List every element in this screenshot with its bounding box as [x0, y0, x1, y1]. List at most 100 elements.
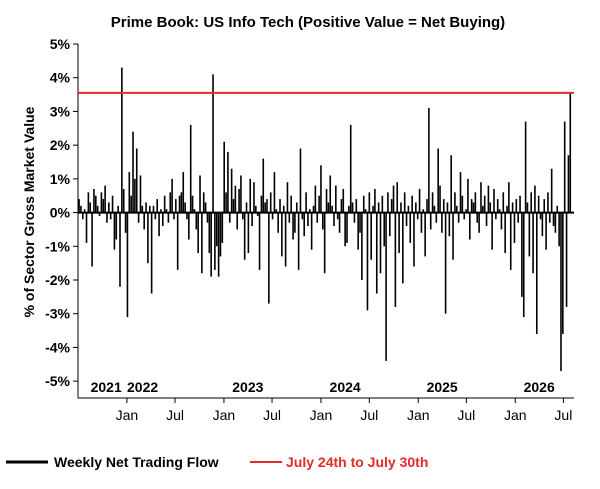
bar — [160, 209, 162, 213]
bar — [152, 205, 155, 213]
bar — [148, 205, 151, 213]
x-tick-label: Jul — [263, 407, 281, 423]
bar — [426, 199, 428, 213]
x-tick-label: Jan — [213, 407, 236, 423]
bar — [175, 199, 177, 213]
legend-label-reference: July 24th to July 30th — [286, 454, 428, 470]
bar — [217, 212, 220, 277]
bar — [450, 155, 452, 213]
bar — [329, 175, 332, 213]
bar — [271, 212, 274, 220]
bar — [402, 212, 404, 284]
bar — [208, 212, 211, 254]
bar — [81, 212, 84, 220]
bar — [563, 121, 566, 213]
bar — [435, 212, 438, 223]
bar — [441, 212, 443, 233]
bar — [333, 212, 335, 227]
bar — [467, 178, 469, 213]
bar — [260, 195, 263, 213]
bar — [515, 199, 518, 213]
bar — [478, 212, 480, 233]
bar — [165, 209, 168, 213]
bar — [463, 212, 466, 220]
bar — [539, 212, 542, 220]
bar — [323, 212, 326, 274]
bar — [459, 172, 462, 213]
bar — [219, 212, 222, 257]
bar — [541, 212, 544, 237]
bar — [526, 202, 529, 213]
bar — [390, 199, 393, 213]
bar — [522, 212, 525, 318]
bar — [469, 212, 471, 240]
bar — [528, 212, 531, 257]
bar — [104, 185, 106, 213]
bar — [511, 202, 514, 213]
bar — [251, 212, 253, 227]
bar — [312, 205, 315, 213]
bar — [228, 212, 231, 223]
bar — [128, 172, 131, 213]
bar — [385, 212, 387, 361]
bar — [348, 205, 350, 213]
bar — [545, 212, 547, 250]
bar — [108, 202, 110, 213]
year-label: 2024 — [330, 379, 361, 395]
bar — [331, 205, 333, 213]
bar — [489, 202, 492, 213]
bar — [297, 212, 300, 270]
bar — [294, 212, 296, 233]
bar — [361, 212, 363, 280]
bar — [202, 192, 205, 213]
bar — [100, 192, 103, 213]
bar — [255, 205, 257, 213]
bar — [407, 205, 410, 213]
bar — [366, 212, 369, 311]
x-tick-label: Jan — [310, 407, 333, 423]
bar — [154, 212, 157, 220]
x-tick-label: Jul — [360, 407, 378, 423]
bar — [476, 212, 479, 223]
bar — [204, 202, 207, 213]
bar — [409, 212, 412, 243]
bar — [236, 212, 239, 230]
bar — [349, 124, 352, 213]
bar — [119, 212, 121, 287]
bar — [199, 175, 201, 213]
bar — [532, 212, 534, 274]
bar — [188, 212, 190, 240]
bar — [316, 212, 319, 223]
y-tick-label: -3% — [45, 306, 70, 322]
bar — [552, 212, 555, 227]
bar — [508, 182, 510, 213]
y-axis-ticks: 5% 4% 3% 2% 1% 0% -1% -2% -3% -4% -5% — [45, 36, 78, 389]
bar — [355, 199, 358, 213]
bar — [176, 212, 179, 270]
bar — [495, 212, 497, 220]
bar — [547, 192, 549, 213]
bar — [543, 199, 546, 213]
bar — [372, 205, 374, 213]
bar — [134, 178, 136, 213]
bar — [87, 192, 90, 213]
bar — [465, 209, 467, 213]
year-label: 2025 — [427, 379, 458, 395]
bar — [336, 212, 339, 220]
bar — [269, 192, 272, 213]
bar — [286, 182, 289, 213]
bar — [195, 212, 198, 230]
bar — [206, 212, 209, 223]
bar — [301, 212, 304, 220]
bar — [143, 212, 145, 230]
y-axis-label: % of Sector Gross Market Value — [21, 106, 37, 317]
plot-frame — [77, 44, 574, 399]
bar — [320, 165, 322, 213]
bar — [268, 212, 270, 304]
bar — [117, 205, 119, 213]
bar — [135, 148, 138, 213]
bar — [420, 212, 423, 233]
bar — [93, 188, 95, 213]
bar — [184, 202, 186, 213]
